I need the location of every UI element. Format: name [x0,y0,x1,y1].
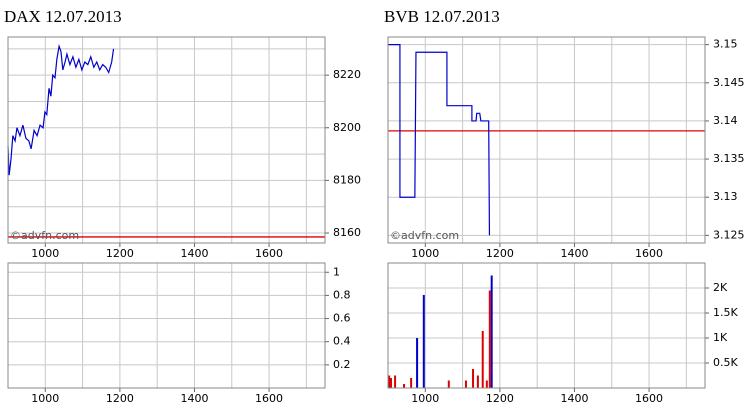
plot-frame [7,262,326,389]
volume-bar [476,375,479,388]
volume-bar [422,295,425,388]
y-tick-label: 3.13 [713,190,738,203]
y-tick-label: 8200 [333,121,361,134]
price-line [7,43,115,176]
x-tick-label: 1200 [106,392,134,405]
y-tick-label: 3.145 [713,76,745,89]
x-tick-label: 1600 [635,247,663,260]
x-tick-label: 1000 [31,392,59,405]
volume-bar [389,378,392,388]
plot-frame [387,262,706,389]
volume-bar [410,378,413,388]
x-tick-label: 1600 [255,392,283,405]
x-tick-label: 1000 [411,392,439,405]
x-tick-label: 1400 [560,392,588,405]
volume-bar [472,369,475,388]
y-tick-label: 2K [713,281,728,294]
x-tick-label: 1400 [180,392,208,405]
y-tick-label: 0.2 [333,358,351,371]
watermark: ©advfn.com [390,229,459,242]
volume-bar [403,384,406,388]
y-tick-label: 3.15 [713,38,738,51]
volume-bar [416,338,419,388]
y-tick-label: 0.8 [333,288,351,301]
plot-frame [7,36,326,244]
y-tick-label: 8180 [333,173,361,186]
plot-area [8,37,325,243]
y-tick-label: 0.6 [333,312,351,325]
x-tick-label: 1400 [180,247,208,260]
volume-bar [388,375,391,388]
x-tick-label: 1200 [486,247,514,260]
x-tick-label: 1000 [411,247,439,260]
x-tick-label: 1200 [486,392,514,405]
plot-area [8,263,325,388]
x-tick-label: 1000 [31,247,59,260]
y-tick-label: 1K [713,331,728,344]
y-tick-label: 0.4 [333,335,351,348]
x-tick-label: 1200 [106,247,134,260]
y-tick-label: 1 [333,265,340,278]
y-tick-label: 8220 [333,68,361,81]
volume-bar [490,275,493,388]
chart-title: BVB 12.07.2013 [384,7,500,26]
plot-area [388,263,705,388]
volume-bar [447,380,450,388]
y-tick-label: 1.5K [713,306,738,319]
y-tick-label: 8160 [333,226,361,239]
volume-bar [485,380,488,388]
y-tick-label: 3.125 [713,228,745,241]
x-tick-label: 1600 [635,392,663,405]
plot-area [388,37,705,243]
plot-frame [387,36,706,244]
chart-title: DAX 12.07.2013 [4,7,122,26]
y-tick-label: 3.135 [713,152,745,165]
volume-bar [464,380,467,388]
price-line [388,44,491,236]
volume-bar [394,375,397,388]
y-tick-label: 3.14 [713,114,738,127]
x-tick-label: 1400 [560,247,588,260]
volume-bar [481,331,484,388]
x-tick-label: 1600 [255,247,283,260]
watermark: ©advfn.com [10,229,79,242]
y-tick-label: 0.5K [713,356,738,369]
volume-bar [488,290,491,388]
